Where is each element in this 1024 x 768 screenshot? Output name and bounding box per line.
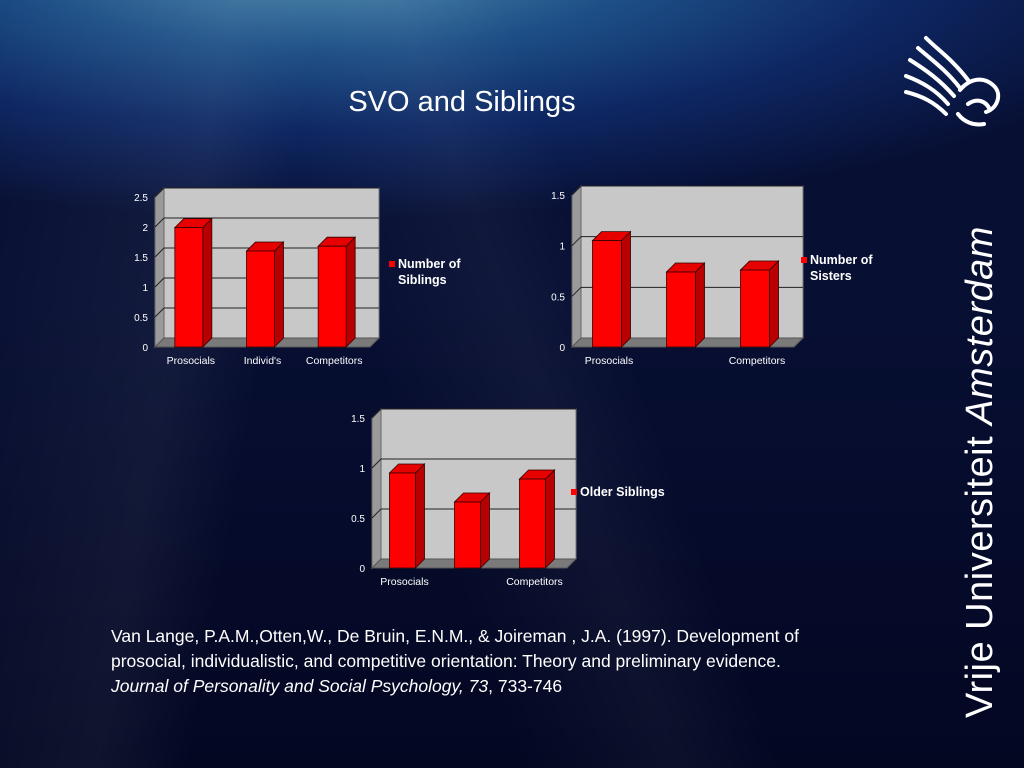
y-tick-label: 2.5 [134, 193, 148, 204]
griffin-logo-icon [904, 36, 1001, 127]
legend-label: Number of [398, 257, 461, 271]
citation-line-2: prosocial, individualistic, and competit… [111, 651, 781, 671]
citation-line-1: Van Lange, P.A.M.,Otten,W., De Bruin, E.… [111, 626, 799, 646]
legend-label: Sisters [810, 269, 852, 283]
y-tick-label: 0 [359, 564, 365, 575]
x-tick-label: Prosocials [585, 355, 633, 367]
gridline-side [154, 187, 165, 198]
x-tick-label: Competitors [506, 576, 563, 588]
y-tick-label: 2 [142, 223, 148, 234]
y-tick-label: 0.5 [551, 292, 565, 303]
y-tick-label: 1 [359, 464, 365, 475]
gridline-side [371, 408, 382, 419]
brand-name: Vrije Universiteit [959, 424, 1001, 718]
y-tick-label: 0 [142, 343, 148, 354]
legend: Older Siblings [571, 485, 665, 499]
legend-label: Siblings [398, 273, 447, 287]
y-tick-label: 1 [142, 283, 148, 294]
brand-city: Amsterdam [959, 226, 1001, 425]
gridline-side [371, 508, 382, 519]
plot-side-wall [154, 186, 165, 349]
plot-side-wall [371, 407, 382, 570]
x-tick-label: Competitors [306, 355, 363, 367]
citation-pages: , 733-746 [488, 676, 563, 696]
bar [388, 463, 426, 569]
gridline-side [571, 286, 582, 297]
gridline-side [371, 458, 382, 469]
citation-journal: Journal of Personality and Social Psycho… [111, 676, 489, 696]
legend-label: Number of [810, 253, 873, 267]
chart-older-siblings: 0 0.5 1 1.5 Prosocials Competitors Older Sibli… [351, 407, 665, 588]
y-tick-label: 1.5 [351, 414, 365, 425]
legend-swatch [801, 257, 807, 263]
legend-swatch [389, 261, 395, 267]
bar [453, 492, 491, 569]
x-tick-label: Competitors [729, 355, 786, 367]
y-tick-label: 1 [559, 242, 565, 253]
gridline-side [571, 236, 582, 247]
x-tick-label: Prosocials [380, 576, 428, 588]
y-tick-label: 0.5 [134, 313, 148, 324]
legend: Number of Siblings [389, 257, 461, 287]
bar [739, 260, 780, 348]
bar [518, 469, 556, 569]
chart-number-of-sisters: 0 0.5 1 1.5 Prosocials Competitors Number of Si… [551, 184, 873, 367]
bar [591, 230, 632, 348]
y-tick-label: 0 [559, 343, 565, 354]
x-tick-label: Individ's [244, 355, 282, 367]
legend: Number of Sisters [801, 253, 873, 283]
gridline-side [154, 247, 165, 258]
legend-swatch [571, 489, 577, 495]
bar [245, 241, 285, 348]
y-tick-label: 0.5 [351, 514, 365, 525]
bar [665, 262, 706, 348]
y-tick-label: 1.5 [134, 253, 148, 264]
plot-side-wall [571, 184, 582, 349]
gridline-side [154, 277, 165, 288]
bar [317, 236, 357, 348]
gridline-side [154, 307, 165, 318]
chart-number-of-siblings: 0 0.5 1 1.5 2 2.5 Prosocials Individ's Competito… [134, 186, 461, 367]
x-tick-label: Prosocials [167, 355, 215, 367]
y-tick-label: 1.5 [551, 191, 565, 202]
bar [173, 217, 213, 348]
slide-title: SVO and Siblings [348, 86, 576, 118]
gridline-side [571, 185, 582, 196]
gridline-side [154, 217, 165, 228]
citation: Van Lange, P.A.M.,Otten,W., De Bruin, E.… [111, 624, 931, 699]
legend-label: Older Siblings [580, 485, 665, 499]
